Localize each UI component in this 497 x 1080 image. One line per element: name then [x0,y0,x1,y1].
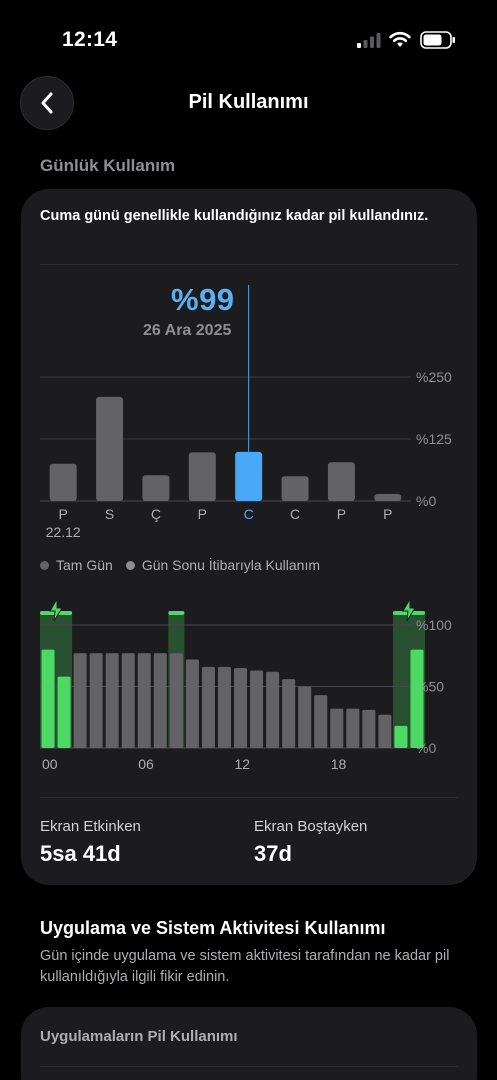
daily-bar [96,396,124,501]
hourly-bar [346,708,360,748]
hourly-bar [169,653,183,748]
cellular-signal-icon [357,33,381,48]
legend-dot-icon [125,560,135,570]
activity-section-description: Gün içinde uygulama ve sistem aktivitesi… [40,948,450,985]
hourly-bar [410,649,424,748]
x-tick-label: C [290,506,300,522]
charging-bolt-icon [49,597,63,622]
legend-label-end-of-day: Gün Sonu İtibarıyla Kullanım [141,557,321,573]
battery-icon [420,31,455,49]
hourly-bar [121,653,135,748]
x-tick-label: C [244,506,254,522]
legend-dot-icon [40,560,49,570]
hourly-bar [185,659,199,748]
x-tick-label: Ç [151,506,161,522]
daily-bar [235,451,263,501]
charging-region [392,611,409,748]
hourly-bar [201,666,215,748]
x-tick-label: 18 [331,756,347,772]
stat-screen-off-value: 37d [254,841,292,866]
x-tick-label: P [59,506,68,522]
legend-label-full-day: Tam Gün [56,557,113,573]
hourly-bar [153,653,167,748]
hourly-bar [330,708,344,748]
x-tick-label: 06 [138,756,154,772]
stat-screen-on-label: Ekran Etkinken [40,818,141,835]
chevron-left-icon [41,92,53,114]
charging-indicator [392,611,409,615]
stat-screen-off: Ekran Boştayken 37d [254,818,367,867]
hourly-bar [73,653,87,748]
hourly-bar [250,670,264,748]
chart-legend: Tam Gün Gün Sonu İtibarıyla Kullanım [40,557,333,573]
x-tick-label: P [198,506,207,522]
daily-bar [327,462,355,501]
stat-screen-on-value: 5sa 41d [40,841,121,866]
daily-bar [49,463,77,501]
x-tick-label: 12 [235,756,251,772]
hourly-bar [394,725,408,748]
navigation-bar: Pil Kullanımı [0,76,497,132]
y-tick-label: %125 [416,431,452,447]
hourly-bar [234,668,248,748]
hourly-bar [57,676,71,748]
daily-bar [142,475,170,501]
hourly-bar [41,649,55,748]
x-tick-sublabel: 22.12 [46,524,81,540]
selected-day-value: %99 [171,282,235,317]
divider [40,797,458,798]
hourly-bar [266,671,280,748]
x-tick-label: 00 [42,756,58,772]
selected-day-date: 26 Ara 2025 [143,322,232,339]
bolt-shape [49,597,63,622]
daily-usage-header: Günlük Kullanım [40,156,176,175]
hourly-bar [217,666,231,748]
stat-screen-off-label: Ekran Boştayken [254,818,368,835]
bolt-shape [402,597,416,622]
hourly-bar [137,653,151,748]
y-tick-label: %0 [416,493,436,509]
apps-battery-card[interactable]: Uygulamaların Pil Kullanımı [21,1007,477,1080]
hourly-bar [378,714,392,748]
page-title: Pil Kullanımı [188,91,309,113]
y-tick-label: %250 [416,369,452,385]
hourly-bar [362,709,376,748]
hourly-battery-chart[interactable]: %100%50%000 06 12 18 [21,189,477,789]
legend-item-full-day: Tam Gün [40,557,113,573]
divider [40,1066,458,1067]
daily-usage-card: Cuma günü genellikle kullandığınız kadar… [21,189,477,885]
x-tick-label: P [383,506,392,522]
hourly-bar [314,695,328,748]
daily-bar [188,452,216,501]
divider [40,264,458,265]
charging-bolt-icon [402,597,416,622]
stat-screen-on: Ekran Etkinken 5sa 41d [40,818,141,867]
daily-bar [374,494,402,501]
charging-indicator [40,611,57,615]
back-button[interactable] [20,76,74,130]
charging-indicator [168,611,185,615]
hourly-bar [282,679,296,748]
hourly-bar [105,653,119,748]
y-tick-label: %100 [416,617,452,633]
daily-bar [281,476,309,501]
hourly-bar [298,686,312,748]
x-tick-label: S [105,506,114,522]
daily-usage-chart[interactable]: %250 %125 %0 P 22.12 S Ç P C C P P [21,189,477,549]
hourly-bar [89,653,103,748]
wifi-icon [389,31,411,47]
status-time: 12:14 [62,28,118,51]
legend-item-end-of-day: Gün Sonu İtibarıyla Kullanım [125,557,321,573]
activity-section-title: Uygulama ve Sistem Aktivitesi Kullanımı [40,918,386,938]
usage-description: Cuma günü genellikle kullandığınız kadar… [40,208,429,224]
x-tick-label: P [337,506,346,522]
status-bar: 12:14 [0,0,497,80]
apps-battery-title: Uygulamaların Pil Kullanımı [40,1028,238,1045]
